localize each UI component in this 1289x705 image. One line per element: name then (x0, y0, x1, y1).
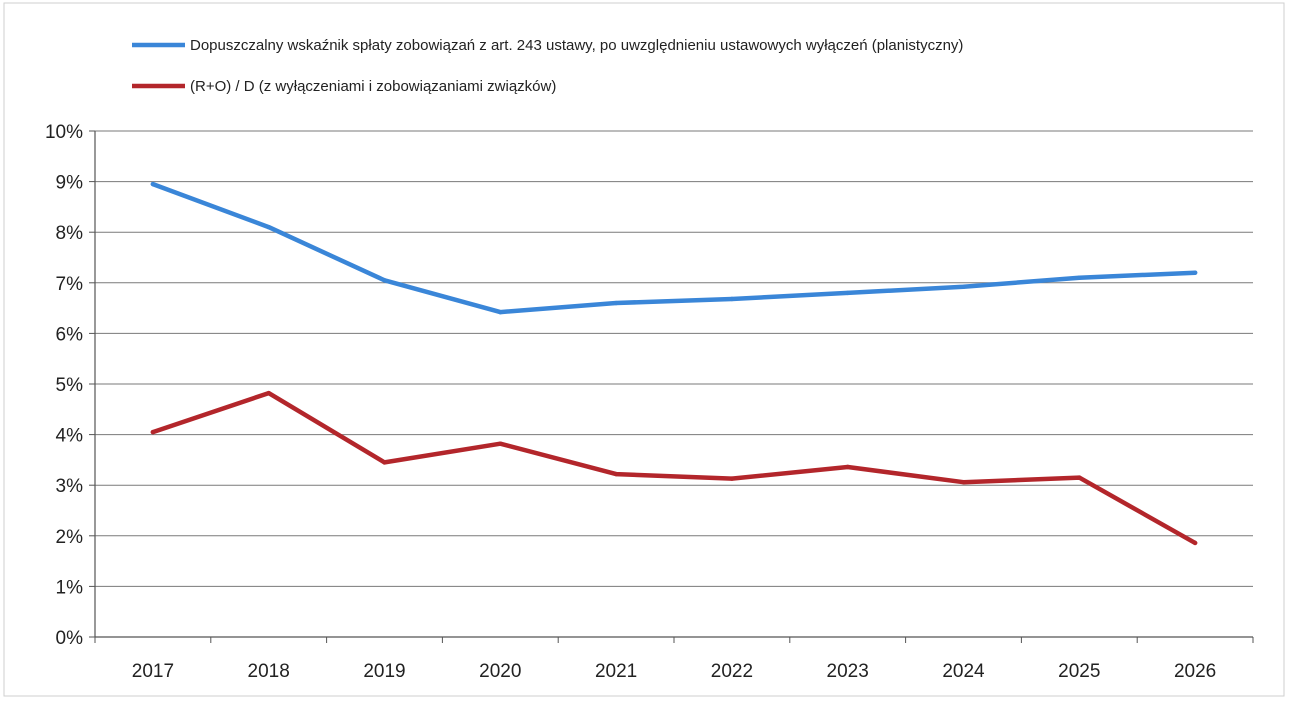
data-point-series-2 (1192, 540, 1198, 546)
y-tick-label: 5% (56, 375, 84, 396)
data-point-series-1 (729, 296, 735, 302)
data-point-series-2 (266, 390, 271, 396)
data-point-series-1 (1192, 270, 1198, 275)
data-point-series-2 (498, 441, 503, 446)
data-point-series-2 (845, 464, 850, 470)
chart-frame (3, 2, 1285, 697)
y-axis-ticks: 0% 1% 2% 3% 4% 5% 6% 7% 8% 9% 10% (45, 122, 95, 649)
data-point-series-2 (382, 460, 387, 465)
series-lines (150, 181, 1198, 546)
legend-label-series-1: Dopuszczalny wskaźnik spłaty zobowiązań … (190, 37, 963, 54)
y-tick-label: 10% (45, 122, 83, 143)
gridlines (95, 130, 1253, 587)
y-tick-label: 6% (56, 324, 84, 345)
x-tick-label: 2021 (595, 661, 637, 682)
data-point-series-1 (845, 290, 850, 296)
data-point-series-1 (961, 284, 966, 290)
data-point-series-1 (1077, 275, 1082, 280)
x-tick-label: 2018 (248, 661, 290, 682)
data-point-series-2 (729, 476, 735, 481)
y-tick-label: 1% (56, 577, 84, 598)
y-tick-label: 4% (56, 426, 84, 447)
data-point-series-2 (961, 479, 966, 485)
x-tick-label: 2023 (827, 661, 869, 682)
legend-label-series-2: (R+O) / D (z wyłączeniami i zobowiązania… (190, 78, 556, 95)
y-tick-label: 8% (56, 223, 84, 244)
x-tick-label: 2019 (363, 661, 405, 682)
legend: Dopuszczalny wskaźnik spłaty zobowiązań … (132, 37, 963, 95)
data-point-series-1 (266, 224, 271, 230)
x-tick-label: 2026 (1174, 661, 1216, 682)
data-point-series-1 (613, 300, 619, 306)
data-point-series-1 (498, 309, 503, 315)
x-tick-label: 2020 (479, 661, 521, 682)
y-tick-label: 9% (56, 173, 84, 194)
x-tick-label: 2022 (711, 661, 753, 682)
x-axis-ticks: 2017 2018 2019 2020 2021 2022 2023 2024 2025 2026 (94, 637, 1254, 682)
series-line-2 (150, 390, 1198, 546)
data-point-series-1 (150, 181, 156, 187)
y-tick-label: 3% (56, 476, 84, 497)
x-tick-label: 2024 (942, 661, 985, 682)
y-tick-label: 2% (56, 527, 84, 548)
y-tick-label: 0% (56, 628, 84, 649)
data-point-series-2 (150, 429, 156, 435)
y-tick-label: 7% (56, 274, 84, 295)
data-point-series-2 (613, 471, 619, 477)
x-tick-label: 2025 (1058, 661, 1100, 682)
data-point-series-1 (382, 278, 387, 283)
data-point-series-2 (1077, 475, 1082, 480)
series-line-1 (150, 181, 1198, 315)
x-tick-label: 2017 (132, 661, 174, 682)
